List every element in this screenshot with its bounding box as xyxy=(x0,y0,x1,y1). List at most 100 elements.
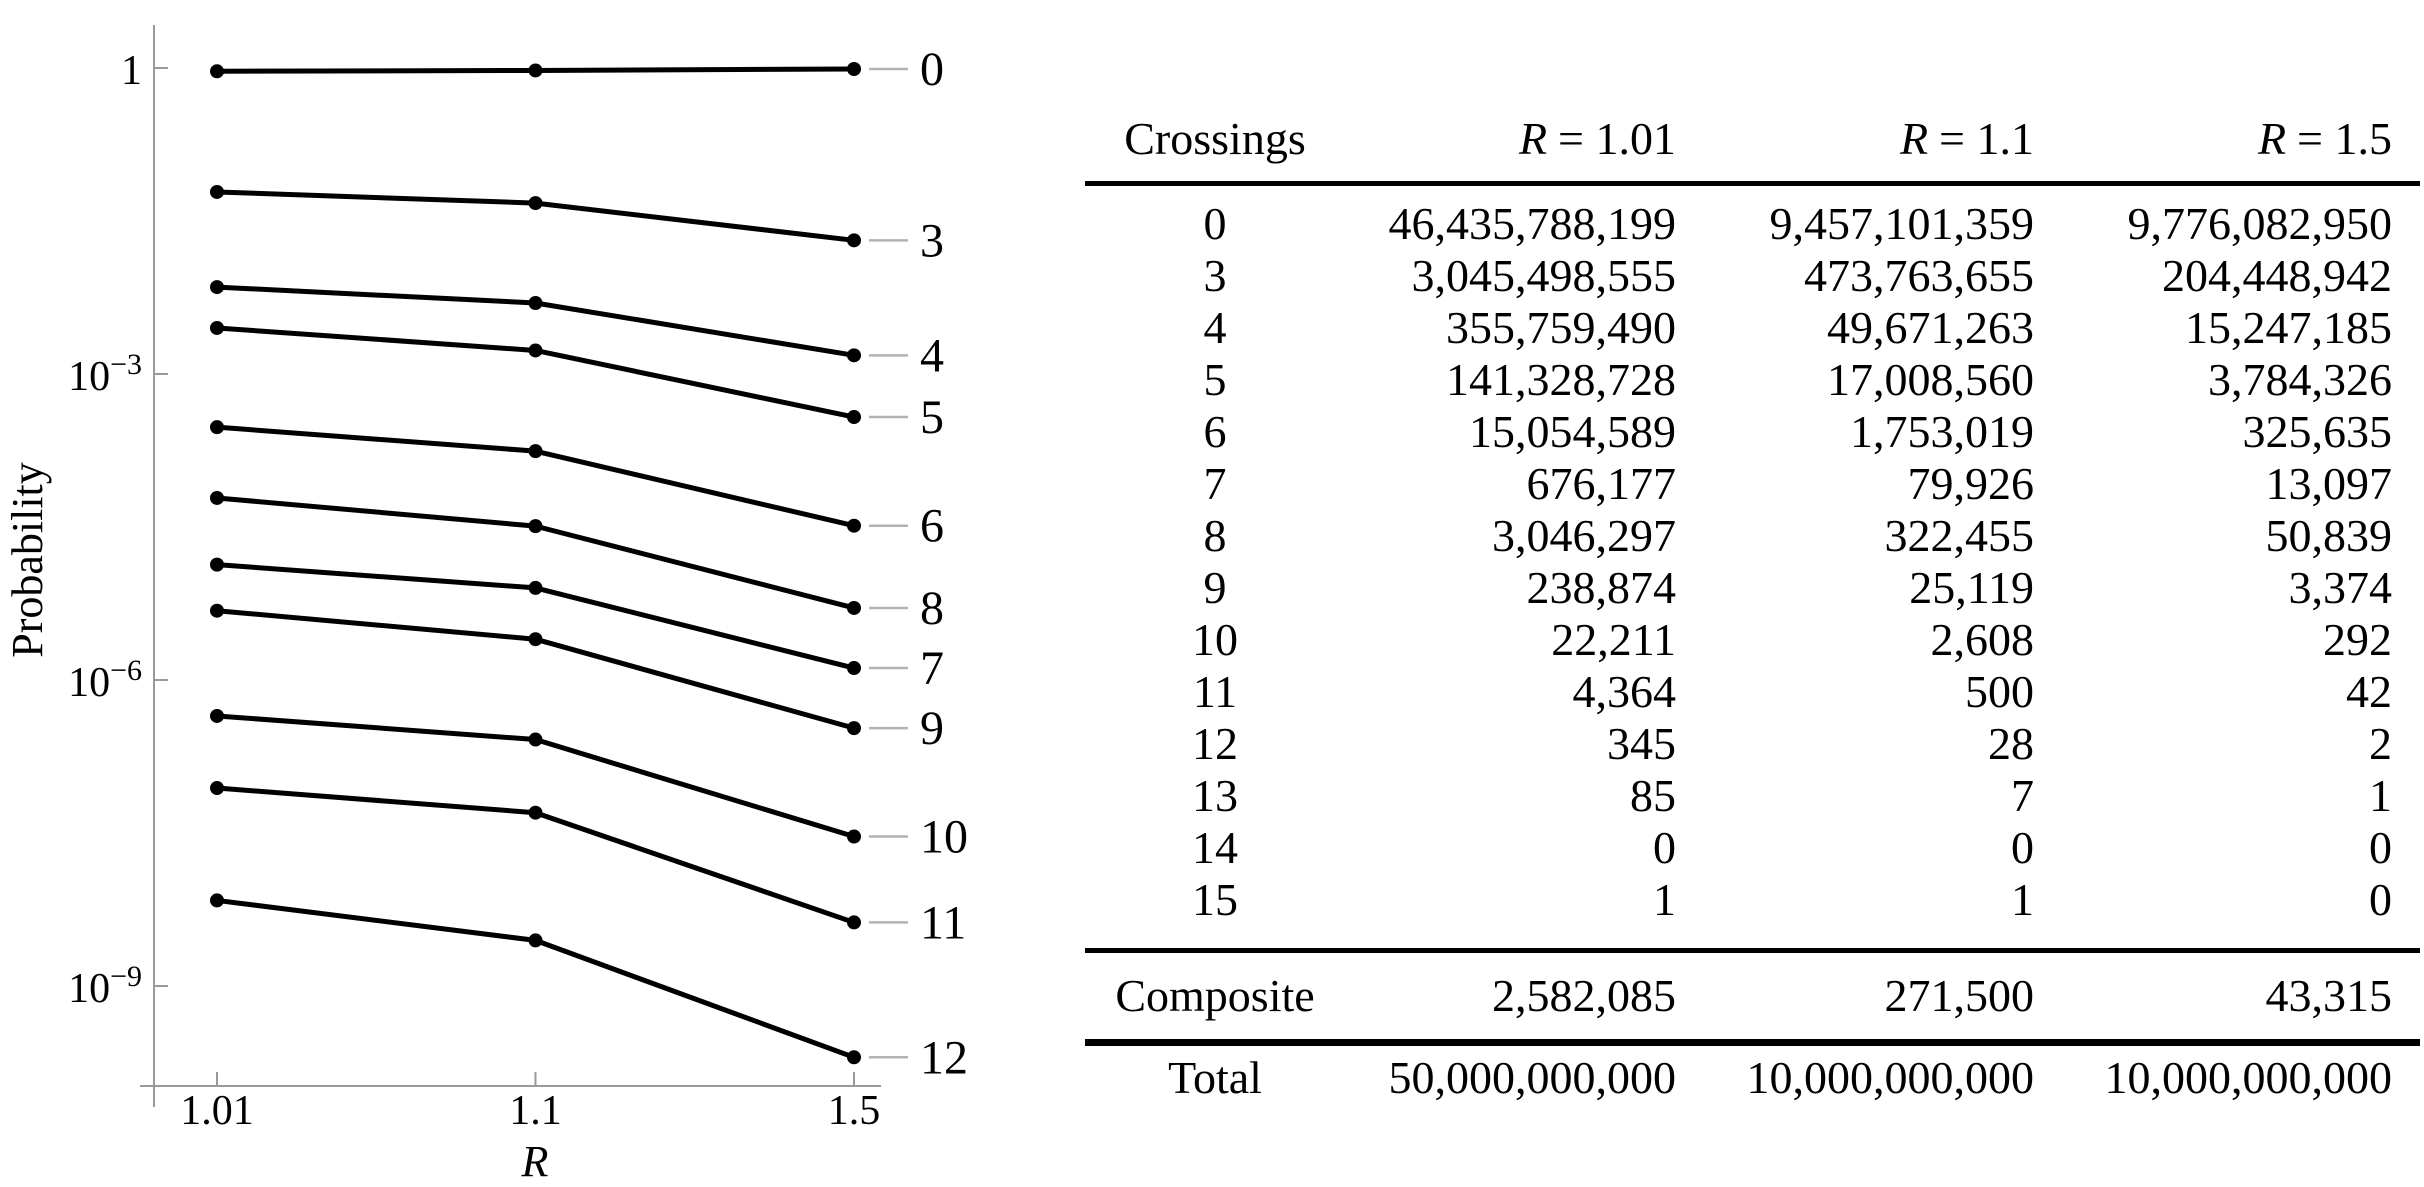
series-label: 9 xyxy=(920,702,944,755)
count-cell: 13,097 xyxy=(2265,458,2393,509)
series-line xyxy=(214,424,857,529)
data-point xyxy=(210,320,224,335)
count-cell: 15,247,185 xyxy=(2185,302,2392,353)
data-point xyxy=(847,518,861,533)
col-header-r-1.01: R = 1.01 xyxy=(1345,0,1676,186)
table-row: 7 676,177 79,926 13,097 xyxy=(1085,458,2420,510)
spacer-cell xyxy=(2392,614,2420,666)
series-line xyxy=(214,608,857,731)
spacer-cell xyxy=(2392,666,2420,718)
composite-count-cell: 43,315 xyxy=(2034,950,2392,1046)
spacer-cell xyxy=(2392,302,2420,354)
count-cell: 1 xyxy=(2369,770,2392,821)
count-cell: 49,671,263 xyxy=(1827,302,2034,353)
count-cell: 9,776,082,950 xyxy=(2127,198,2393,249)
count-cell: 15,054,589 xyxy=(1469,406,1676,457)
data-point xyxy=(847,1050,861,1065)
series-line xyxy=(214,562,857,671)
count-cell: 1,753,019 xyxy=(1850,406,2034,457)
x-tick-label: 1.5 xyxy=(828,1088,881,1134)
crossings-cell: 14 xyxy=(1192,822,1238,873)
crossings-cell: 13 xyxy=(1192,770,1238,821)
count-cell: 292 xyxy=(2323,614,2392,665)
count-cell: 2,608 xyxy=(1930,614,2035,665)
data-point xyxy=(210,603,224,618)
composite-label: Composite xyxy=(1085,950,1345,1046)
data-point xyxy=(528,63,543,78)
spacer-cell xyxy=(2392,874,2420,953)
count-cell: 50,839 xyxy=(2265,510,2393,561)
table-row: 8 3,046,297 322,455 50,839 xyxy=(1085,510,2420,562)
crossings-table-container: Crossings R = 1.01 R = 1.1 R = 1.5 0 46,435,… xyxy=(1085,0,2420,1110)
crossings-cell: 12 xyxy=(1192,718,1238,769)
spacer-cell xyxy=(2392,250,2420,302)
col-header-r-1.1: R = 1.1 xyxy=(1676,0,2034,186)
count-cell: 9,457,101,359 xyxy=(1769,198,2035,249)
table-row: 14 0 0 0 xyxy=(1085,822,2420,874)
table-row: 12 345 28 2 xyxy=(1085,718,2420,770)
r-value: = 1.01 xyxy=(1558,113,1676,164)
r-variable: R xyxy=(1899,113,1929,164)
data-point xyxy=(210,420,224,435)
y-axis-title: Probability xyxy=(3,462,52,658)
data-point xyxy=(847,915,861,930)
crossings-cell: 11 xyxy=(1192,666,1238,717)
series-line xyxy=(214,897,857,1060)
spacer-cell xyxy=(2392,184,2420,251)
table-row: 10 22,211 2,608 292 xyxy=(1085,614,2420,666)
data-point xyxy=(528,444,543,459)
table-row: 3 3,045,498,555 473,763,655 204,448,942 xyxy=(1085,250,2420,302)
data-point xyxy=(528,295,543,310)
data-point xyxy=(210,557,224,572)
data-point xyxy=(210,893,224,908)
chart-plot-area: 1 10−3 10−6 10−9 1.01 1.1 1.5 0 3 4 5 6 7 8 9 10 11 12 xyxy=(68,43,968,1134)
total-count-cell: 10,000,000,000 xyxy=(2104,1052,2393,1103)
series-label: 6 xyxy=(920,500,944,553)
spacer-cell xyxy=(2392,0,2420,186)
r-value: = 1.1 xyxy=(1939,113,2034,164)
data-point xyxy=(210,781,224,796)
total-label: Total xyxy=(1168,1052,1262,1103)
crossings-cell: 15 xyxy=(1085,874,1345,953)
data-point xyxy=(528,632,543,647)
table-row: 0 46,435,788,199 9,457,101,359 9,776,082,95… xyxy=(1085,184,2420,251)
x-tick-label: 1.01 xyxy=(180,1088,254,1134)
crossings-cell: 8 xyxy=(1203,510,1227,561)
count-cell: 17,008,560 xyxy=(1827,354,2034,405)
spacer-cell xyxy=(2392,1043,2420,1111)
series-label: 5 xyxy=(920,391,944,444)
count-cell: 25,119 xyxy=(1909,562,2034,613)
data-point xyxy=(528,732,543,747)
crossings-cell: 5 xyxy=(1203,354,1227,405)
col-header-r-1.5: R = 1.5 xyxy=(2034,0,2392,186)
spacer-cell xyxy=(2392,510,2420,562)
count-cell: 42 xyxy=(2346,666,2392,717)
table-row: 13 85 7 1 xyxy=(1085,770,2420,822)
count-cell: 1 xyxy=(1345,874,1676,953)
data-point xyxy=(528,343,543,358)
data-point xyxy=(528,805,543,820)
series-label: 0 xyxy=(920,43,944,96)
crossings-cell: 9 xyxy=(1203,562,1227,613)
spacer-cell xyxy=(2392,822,2420,874)
probability-line-chart: 1 10−3 10−6 10−9 1.01 1.1 1.5 0 3 4 5 6 7 8 9 10 11 12 Pr… xyxy=(3,25,968,1186)
series-label: 10 xyxy=(920,811,968,864)
count-cell: 325,635 xyxy=(2242,406,2393,457)
y-tick-label: 10−9 xyxy=(68,960,142,1012)
table-row: 9 238,874 25,119 3,374 xyxy=(1085,562,2420,614)
data-point xyxy=(847,600,861,615)
data-point xyxy=(528,580,543,595)
col-header-crossings: Crossings xyxy=(1085,0,1345,186)
composite-count-cell: 2,582,085 xyxy=(1345,950,1676,1046)
data-point xyxy=(847,829,861,844)
count-cell: 79,926 xyxy=(1907,458,2035,509)
data-point xyxy=(210,64,224,79)
data-point xyxy=(847,721,861,736)
header-row: Crossings R = 1.01 R = 1.1 R = 1.5 xyxy=(1085,0,2420,186)
count-cell: 500 xyxy=(1965,666,2034,717)
data-point xyxy=(528,519,543,534)
spacer-cell xyxy=(2392,354,2420,406)
count-cell: 322,455 xyxy=(1884,510,2035,561)
data-point xyxy=(847,410,861,425)
